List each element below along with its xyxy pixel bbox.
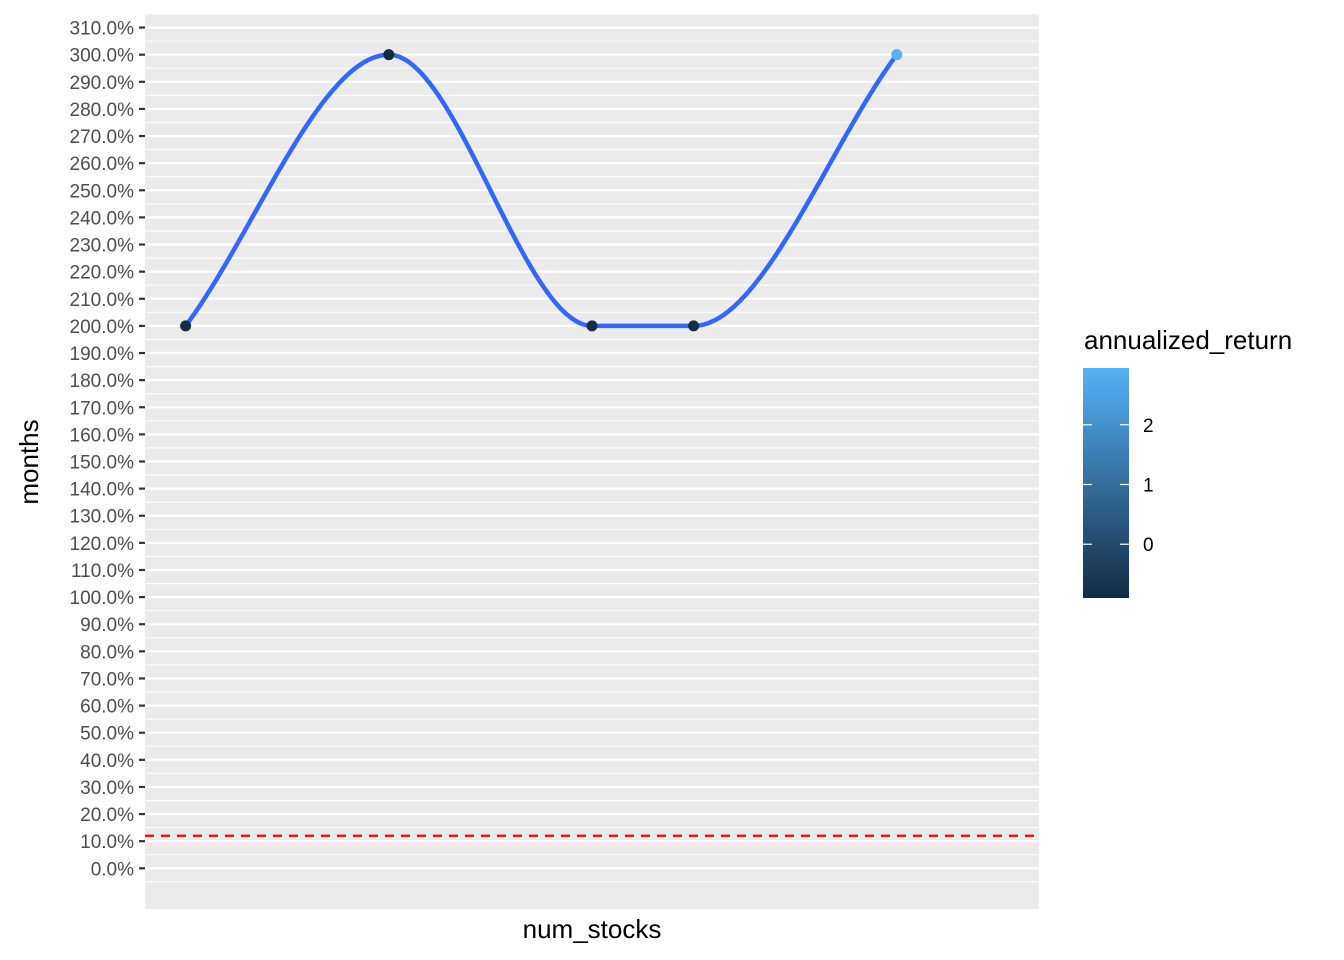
y-axis: 0.0% 10.0% 20.0% 30.0% 40.0% 50.0% 60.0% 70.0% 8… <box>70 19 145 880</box>
y-tick-label: 220.0% <box>70 263 135 284</box>
y-axis-title: months <box>14 419 44 504</box>
y-tick-label: 130.0% <box>70 507 135 528</box>
y-tick-label: 50.0% <box>80 724 134 745</box>
y-tick-label: 60.0% <box>80 697 134 718</box>
y-tick-label: 290.0% <box>70 73 135 94</box>
gridlines <box>145 13 1039 883</box>
y-tick-label: 40.0% <box>80 751 134 772</box>
y-tick-label: 240.0% <box>70 208 135 229</box>
data-point <box>586 320 598 332</box>
x-axis-title: num_stocks <box>523 914 662 944</box>
y-tick-label: 200.0% <box>70 317 135 338</box>
y-tick-label: 310.0% <box>70 19 135 40</box>
data-point <box>180 320 192 332</box>
y-tick-label: 280.0% <box>70 100 135 121</box>
colorbar-ticks: 0 1 2 <box>1083 416 1154 556</box>
data-point <box>688 320 700 332</box>
y-tick-label: 210.0% <box>70 290 135 311</box>
y-tick-label: 30.0% <box>80 778 134 799</box>
y-tick-label: 180.0% <box>70 371 135 392</box>
y-tick-label: 10.0% <box>80 832 134 853</box>
colorbar-label: 2 <box>1143 416 1154 437</box>
data-point <box>383 49 395 61</box>
y-tick-label: 0.0% <box>91 859 134 880</box>
y-tick-label: 160.0% <box>70 425 135 446</box>
y-tick-label: 120.0% <box>70 534 135 555</box>
y-tick-label: 300.0% <box>70 46 135 67</box>
y-tick-label: 140.0% <box>70 480 135 501</box>
y-tick-label: 80.0% <box>80 642 134 663</box>
y-tick-label: 100.0% <box>70 588 135 609</box>
y-tick-label: 170.0% <box>70 398 135 419</box>
y-tick-label: 260.0% <box>70 154 135 175</box>
y-tick-label: 90.0% <box>80 615 134 636</box>
legend-title: annualized_return <box>1084 325 1292 355</box>
point-layer <box>180 49 903 332</box>
y-tick-label: 190.0% <box>70 344 135 365</box>
colorbar-label: 1 <box>1143 475 1154 496</box>
y-tick-label: 20.0% <box>80 805 134 826</box>
y-tick-label: 270.0% <box>70 127 135 148</box>
colorbar-label: 0 <box>1143 535 1154 556</box>
colorbar <box>1083 368 1129 598</box>
y-tick-label: 250.0% <box>70 181 135 202</box>
y-tick-label: 150.0% <box>70 453 135 474</box>
data-point <box>891 49 903 61</box>
legend: annualized_return 0 1 2 <box>1083 325 1292 598</box>
y-tick-label: 110.0% <box>71 561 134 582</box>
y-tick-label: 230.0% <box>70 236 135 257</box>
y-tick-label: 70.0% <box>80 669 134 690</box>
